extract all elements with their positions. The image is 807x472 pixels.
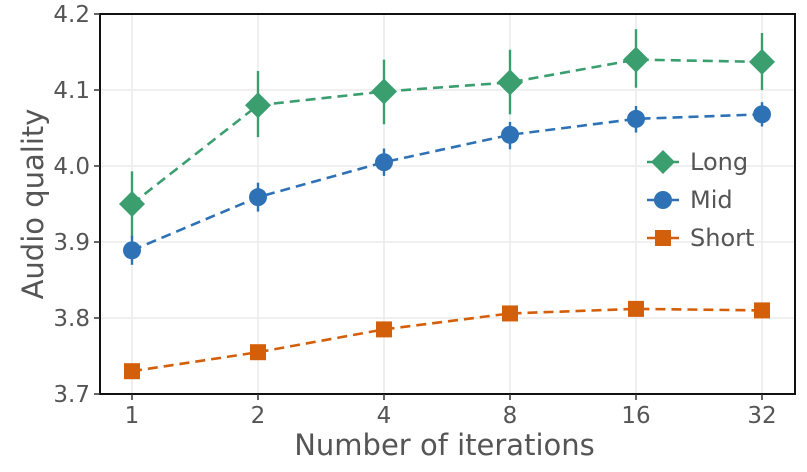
y-tick-label: 4.1 [53, 78, 90, 104]
series-mid [123, 102, 771, 265]
x-tick-label: 1 [125, 403, 140, 429]
y-tick-label: 4.2 [53, 2, 90, 28]
x-tick-label: 4 [377, 403, 392, 429]
legend-swatch-marker [651, 150, 675, 174]
legend-swatch-marker [654, 191, 672, 209]
mid-point [249, 188, 267, 207]
y-tick-label: 4.0 [53, 154, 90, 180]
plot-frame [99, 13, 796, 395]
ticks: 3.7 3.8 3.9 4.0 4.1 4.2 1 2 4 8 16 32 [53, 2, 776, 429]
legend-label: Mid [690, 186, 733, 214]
short-point [502, 305, 518, 322]
y-tick-label: 3.8 [53, 306, 90, 332]
long-point [623, 46, 649, 73]
mid-point [501, 125, 519, 144]
x-tick-label: 8 [503, 403, 518, 429]
y-tick-label: 3.7 [53, 382, 90, 408]
mid-point [375, 153, 393, 172]
legend-label: Long [690, 148, 748, 176]
short-point [628, 300, 644, 317]
series-long [119, 29, 775, 239]
legend-label: Short [690, 224, 754, 252]
short-line [131, 307, 763, 373]
long-point [371, 78, 397, 105]
legend-item-mid: Mid [647, 186, 733, 214]
x-tick-label: 32 [747, 403, 776, 429]
short-point [754, 302, 770, 319]
short-point [124, 363, 140, 380]
x-axis-label: Number of iterations [294, 428, 595, 462]
short-point [250, 344, 266, 361]
mid-point [123, 241, 141, 260]
long-point [749, 48, 775, 75]
y-tick-label: 3.9 [53, 230, 90, 256]
mid-line [131, 113, 763, 252]
series-layer [119, 29, 775, 380]
x-tick-label: 2 [251, 403, 266, 429]
series-short [124, 300, 770, 380]
long-line [131, 58, 763, 206]
short-point [376, 321, 392, 338]
long-point [497, 69, 523, 96]
y-axis-label: Audio quality [16, 109, 50, 300]
legend: Long Mid Short [647, 148, 754, 252]
mid-point [753, 105, 771, 124]
x-tick-label: 16 [621, 403, 650, 429]
legend-item-short: Short [647, 224, 754, 252]
long-point [119, 191, 145, 217]
legend-swatch-marker [655, 230, 671, 246]
legend-item-long: Long [647, 148, 748, 176]
long-point [245, 92, 271, 119]
mid-point [627, 109, 645, 128]
